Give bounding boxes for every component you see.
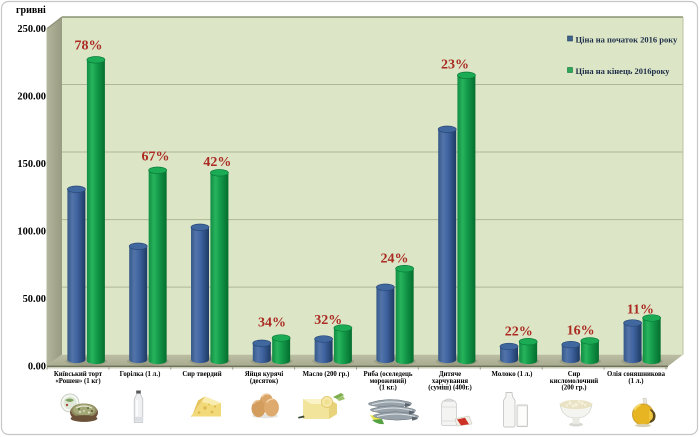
svg-text:Сир: Сир bbox=[568, 371, 581, 378]
svg-text:гривні: гривні bbox=[16, 5, 46, 16]
svg-text:24%: 24% bbox=[381, 252, 409, 267]
svg-text:150.00: 150.00 bbox=[17, 159, 46, 170]
svg-text:Ціна на початок 2016 року: Ціна на початок 2016 року bbox=[576, 34, 678, 44]
svg-text:Масло (200 гр.): Масло (200 гр.) bbox=[303, 371, 350, 378]
svg-text:(200 гр.): (200 гр.) bbox=[562, 385, 587, 392]
svg-text:22%: 22% bbox=[505, 324, 533, 339]
svg-text:Яйця курячі: Яйця курячі bbox=[245, 371, 284, 378]
svg-text:78%: 78% bbox=[75, 39, 103, 54]
svg-text:0.00: 0.00 bbox=[28, 362, 46, 373]
svg-text:Дитяче: Дитяче bbox=[439, 371, 461, 378]
svg-text:Горілка (1 л.): Горілка (1 л.) bbox=[120, 371, 161, 378]
svg-text:морожений): морожений) bbox=[370, 378, 407, 385]
svg-text:Сир твердий: Сир твердий bbox=[182, 371, 221, 378]
svg-text:200.00: 200.00 bbox=[17, 92, 46, 103]
svg-text:32%: 32% bbox=[314, 313, 342, 328]
svg-text:Риба (оселедець: Риба (оселедець bbox=[363, 371, 412, 378]
svg-text:Молоко (1 л.): Молоко (1 л.) bbox=[492, 371, 533, 378]
svg-text:16%: 16% bbox=[567, 324, 595, 339]
svg-text:(десяток): (десяток) bbox=[250, 378, 278, 385]
svg-text:42%: 42% bbox=[203, 155, 231, 170]
svg-text:50.00: 50.00 bbox=[23, 294, 46, 305]
svg-text:Ціна на кінець 2016року: Ціна на кінець 2016року bbox=[576, 66, 671, 76]
svg-text:100.00: 100.00 bbox=[17, 227, 46, 238]
svg-text:«Рошен» (1 кг): «Рошен» (1 кг) bbox=[55, 378, 100, 385]
svg-text:(суміш) (400г.): (суміш) (400г.) bbox=[428, 385, 471, 392]
svg-text:(1 кг.): (1 кг.) bbox=[379, 385, 397, 392]
svg-text:23%: 23% bbox=[441, 57, 469, 72]
svg-text:Олія соняшникова: Олія соняшникова bbox=[607, 371, 666, 378]
svg-text:34%: 34% bbox=[258, 315, 286, 330]
svg-text:11%: 11% bbox=[627, 303, 654, 318]
svg-text:кисломолочний: кисломолочний bbox=[550, 378, 598, 385]
svg-text:250.00: 250.00 bbox=[17, 24, 46, 35]
svg-text:(1 л.): (1 л.) bbox=[628, 378, 643, 385]
svg-text:Київський торт: Київський торт bbox=[54, 371, 103, 378]
svg-text:харчування: харчування bbox=[432, 378, 468, 385]
svg-text:67%: 67% bbox=[142, 150, 170, 165]
